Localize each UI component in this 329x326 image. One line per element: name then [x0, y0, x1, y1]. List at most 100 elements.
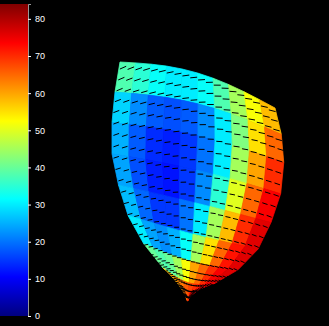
fibre-dash: [206, 82, 213, 83]
chart: 01020304050607080: [0, 0, 329, 326]
fibre-dash: [219, 257, 223, 258]
fibre-dash: [234, 134, 240, 136]
fibre-dash: [181, 182, 186, 183]
fibre-dash: [164, 154, 170, 156]
fibre-dash: [202, 222, 207, 224]
fibre-dash: [214, 178, 220, 180]
fibre-dash: [151, 198, 156, 200]
fibre-dash: [241, 261, 245, 263]
fibre-dash: [169, 274, 173, 275]
fibre-dash: [217, 247, 222, 248]
fibre-dash: [172, 168, 178, 169]
fibre-dash: [132, 171, 137, 172]
fibre-dash: [248, 187, 253, 188]
fibre-dash: [173, 192, 178, 193]
tick-mark: [28, 242, 31, 243]
fibre-dash: [188, 219, 193, 220]
fibre-dash: [122, 135, 128, 137]
fibre-dash: [247, 109, 254, 110]
fibre-dash: [210, 265, 214, 266]
fibre-dash: [229, 268, 233, 270]
fibre-dash: [225, 143, 231, 145]
surface-cell: [164, 97, 182, 132]
fibre-dash: [153, 256, 157, 258]
fibre-dash: [155, 240, 159, 242]
fibre-dash: [182, 145, 188, 146]
tick-label: 80: [35, 14, 45, 24]
fibre-dash: [148, 219, 153, 221]
tick-mark: [28, 205, 31, 206]
fibre-dash: [269, 146, 275, 148]
fibre-dash: [175, 282, 179, 283]
tick: 70: [28, 51, 45, 61]
fibre-dash: [257, 122, 263, 123]
fibre-dash: [174, 95, 181, 97]
fibre-dash: [129, 193, 134, 194]
fibre-dash: [155, 164, 161, 166]
fibre-dash: [229, 91, 236, 93]
tick-mark: [28, 93, 31, 94]
fibre-dash: [163, 266, 167, 268]
fibre-dash: [259, 132, 265, 133]
fibre-dash: [206, 274, 210, 275]
fibre-dash: [241, 252, 245, 254]
surface-cell: [190, 283, 216, 295]
fibre-dash: [165, 106, 171, 107]
fibre-dash: [203, 254, 207, 256]
surface-cell: [165, 66, 182, 100]
tick-mark: [28, 19, 31, 20]
fibre-dash: [140, 102, 146, 104]
fibre-dash: [197, 185, 202, 186]
fibre-dash: [248, 244, 253, 246]
fibre-dash: [149, 186, 154, 188]
fibre-dash: [144, 196, 149, 198]
fibre-dash: [154, 221, 159, 223]
fibre-dash: [243, 136, 249, 138]
fibre-dash: [188, 207, 193, 208]
fibre-dash: [182, 109, 188, 111]
fibre-dash: [174, 85, 181, 86]
surface-cell: [181, 100, 198, 136]
fibre-dash: [165, 190, 170, 191]
fibre-dash: [193, 290, 196, 292]
surface: [112, 62, 284, 301]
fibre-dash: [249, 119, 256, 120]
fibre-dash: [139, 113, 145, 115]
surface-cell: [245, 218, 271, 249]
fibre-dash: [245, 98, 252, 99]
fibre-dash: [217, 129, 223, 130]
fibre-dash: [166, 202, 171, 203]
fibre-dash: [215, 275, 219, 276]
fibre-dash: [181, 282, 185, 283]
tick: 10: [28, 274, 45, 284]
fibre-dash: [260, 143, 266, 144]
fibre-dash: [195, 221, 200, 222]
colorbar-axis: 01020304050607080: [28, 5, 45, 322]
fibre-dash: [142, 80, 148, 82]
fibre-dash: [270, 205, 275, 207]
fibre-dash: [201, 287, 204, 289]
fibre-dash: [156, 176, 161, 178]
fibre-dash: [181, 239, 186, 240]
surface-cell: [179, 132, 197, 170]
tick-label: 40: [35, 163, 45, 173]
tick: 30: [28, 200, 45, 210]
surface-cell: [129, 93, 148, 126]
fibre-dash: [261, 106, 268, 107]
fibre-dash: [181, 217, 186, 218]
fibre-dash: [181, 249, 186, 250]
fibre-dash: [160, 264, 164, 266]
surface-cell: [112, 92, 132, 124]
fibre-dash: [181, 290, 185, 291]
fibre-dash: [117, 88, 123, 91]
fibre-dash: [157, 104, 163, 105]
fibre-dash: [145, 227, 150, 229]
fibre-dash: [174, 280, 178, 282]
fibre-dash: [278, 149, 284, 151]
fibre-dash: [132, 101, 138, 103]
fibre-dash: [199, 102, 206, 103]
fibre-dash: [198, 161, 204, 162]
fibre-dash: [181, 288, 185, 289]
fibre-dash: [174, 227, 179, 228]
fibre-dash: [151, 69, 158, 71]
